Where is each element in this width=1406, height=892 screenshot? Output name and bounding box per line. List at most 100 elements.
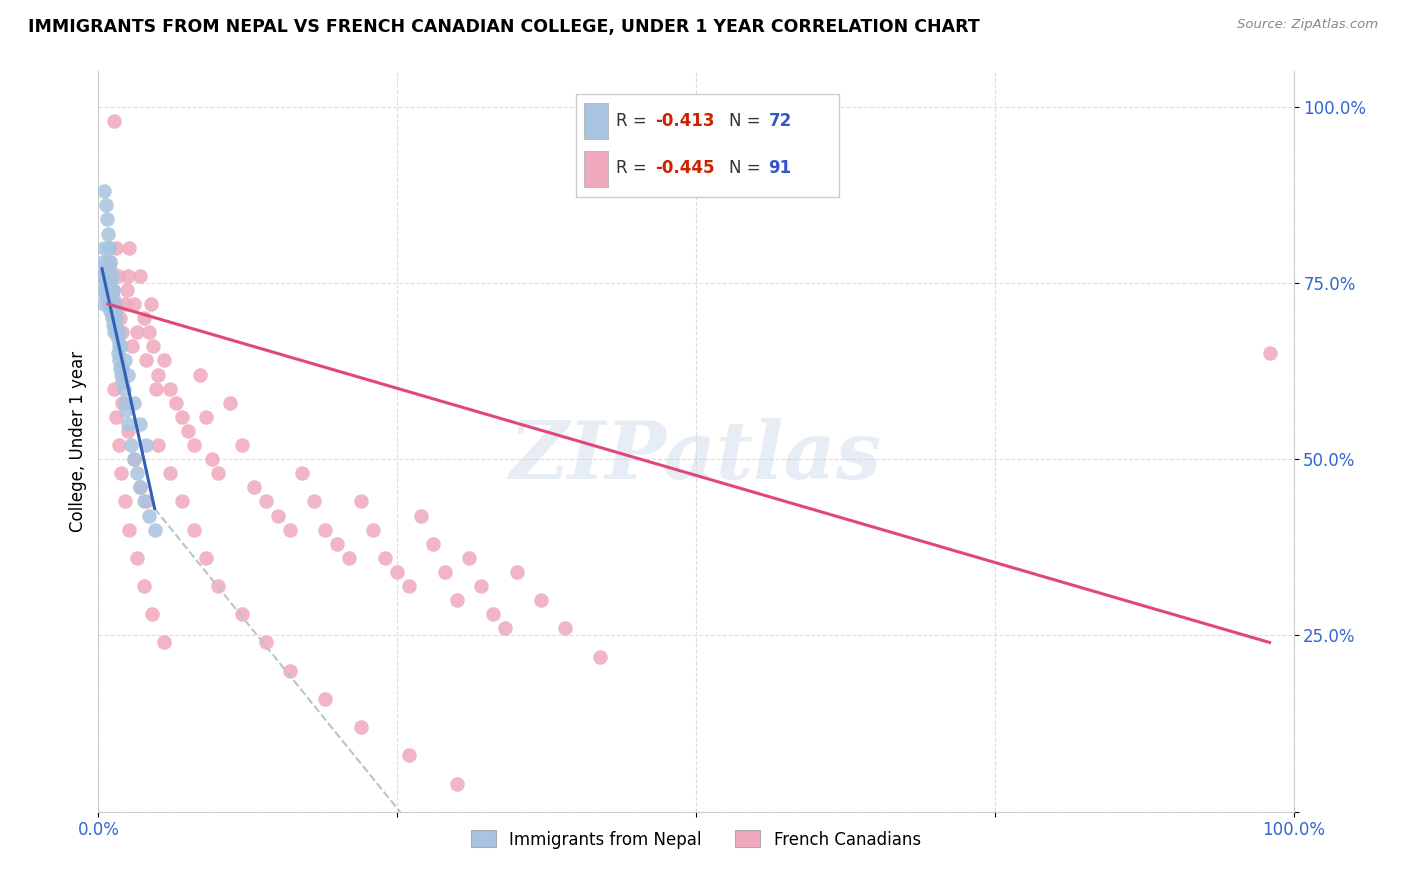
Point: [1258, 346, 1281, 360]
Point: [195, 409, 218, 424]
Point: [98, 268, 121, 283]
Point: [114, 353, 136, 368]
Point: [315, 523, 337, 537]
Point: [94, 261, 117, 276]
Point: [350, 494, 373, 508]
Point: [132, 494, 155, 508]
Point: [101, 290, 124, 304]
Point: [98, 276, 122, 290]
Point: [589, 649, 612, 664]
Point: [446, 776, 468, 790]
Point: [98, 254, 122, 268]
Point: [530, 593, 553, 607]
Point: [339, 550, 361, 565]
Point: [207, 579, 229, 593]
Point: [98, 290, 122, 304]
Point: [143, 523, 166, 537]
Point: [291, 467, 314, 481]
Point: [96, 283, 118, 297]
Point: [148, 438, 170, 452]
Point: [98, 241, 121, 255]
Point: [350, 720, 373, 734]
Point: [118, 241, 141, 255]
Point: [104, 297, 127, 311]
Point: [139, 297, 162, 311]
Point: [100, 297, 122, 311]
Point: [470, 579, 492, 593]
Point: [159, 467, 181, 481]
Point: [434, 565, 457, 579]
Point: [100, 311, 122, 326]
Point: [94, 198, 117, 212]
Point: [108, 360, 131, 375]
Point: [124, 452, 146, 467]
Point: [107, 332, 129, 346]
Point: [105, 325, 128, 339]
Point: [422, 537, 444, 551]
Point: [458, 550, 481, 565]
Point: [117, 268, 139, 283]
Point: [104, 304, 127, 318]
Point: [97, 227, 120, 241]
Point: [165, 396, 187, 410]
Point: [207, 467, 229, 481]
Text: ZIPatlas: ZIPatlas: [510, 417, 882, 495]
Point: [132, 579, 155, 593]
Point: [183, 438, 205, 452]
Point: [107, 325, 129, 339]
Point: [326, 537, 349, 551]
Point: [98, 254, 122, 268]
Point: [117, 424, 139, 438]
Point: [129, 268, 152, 283]
Point: [138, 325, 160, 339]
Point: [124, 452, 146, 467]
Point: [278, 523, 301, 537]
Point: [115, 283, 138, 297]
Point: [97, 290, 120, 304]
Point: [97, 268, 120, 283]
Point: [118, 523, 141, 537]
Point: [107, 438, 129, 452]
Point: [398, 579, 420, 593]
Point: [94, 290, 117, 304]
Point: [254, 635, 277, 649]
Point: [103, 311, 125, 326]
Point: [195, 550, 218, 565]
Point: [93, 297, 115, 311]
Point: [125, 325, 148, 339]
Point: [93, 268, 115, 283]
Point: [121, 339, 143, 353]
Point: [494, 621, 516, 635]
Point: [107, 268, 129, 283]
Point: [94, 276, 117, 290]
Point: [105, 241, 128, 255]
Point: [93, 184, 115, 198]
Point: [315, 692, 337, 706]
Point: [172, 409, 194, 424]
Point: [117, 417, 139, 431]
Point: [91, 254, 114, 268]
Point: [120, 438, 142, 452]
Point: [98, 241, 121, 255]
Point: [188, 368, 211, 382]
Point: [104, 318, 127, 333]
Point: [374, 550, 396, 565]
Point: [278, 664, 301, 678]
Point: [125, 467, 148, 481]
Point: [219, 396, 242, 410]
Point: [103, 297, 125, 311]
Point: [177, 424, 200, 438]
Point: [110, 368, 132, 382]
Point: [142, 339, 165, 353]
Text: Source: ZipAtlas.com: Source: ZipAtlas.com: [1237, 18, 1378, 31]
Point: [148, 368, 170, 382]
Point: [132, 311, 155, 326]
Point: [114, 297, 136, 311]
Point: [96, 268, 118, 283]
Point: [135, 438, 157, 452]
Point: [97, 276, 120, 290]
Point: [98, 283, 121, 297]
Point: [125, 550, 148, 565]
Point: [105, 409, 128, 424]
Point: [135, 353, 157, 368]
